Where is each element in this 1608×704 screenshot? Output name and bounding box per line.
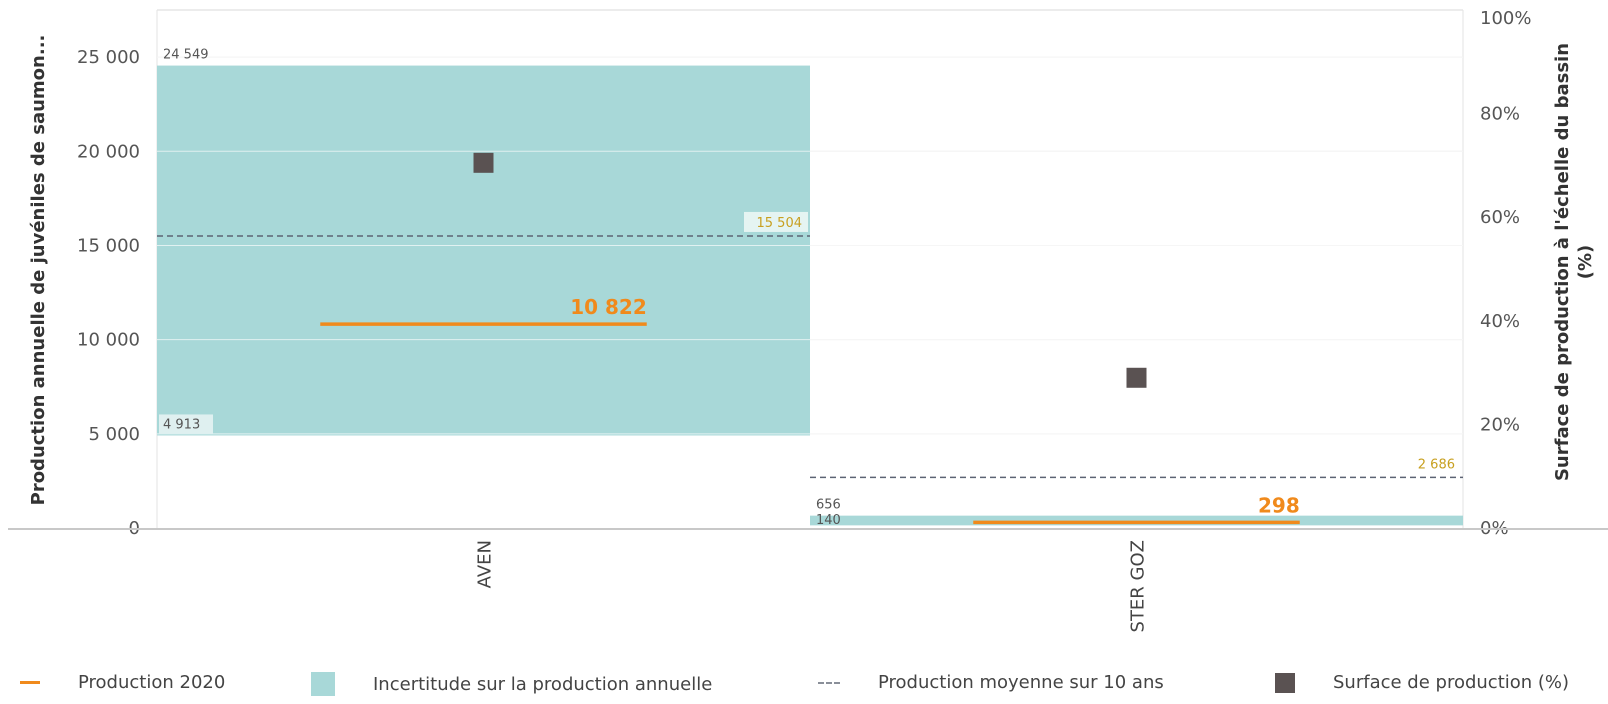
y-left-tick-label: 10 000 [77,330,140,351]
production-2020-label: 298 [1258,493,1300,517]
y-right-axis-title: Surface de production à l'échelle du bas… [1552,43,1573,481]
range-low-label-bg [159,414,213,434]
y-right-axis-title-unit: (%) [1575,245,1596,280]
y-right-tick-label: 40% [1480,311,1520,332]
y-right-tick-label: 100% [1480,8,1531,29]
y-left-tick-label: 25 000 [77,47,140,68]
average-label: 2 686 [1418,457,1455,472]
uncertainty-bar [810,515,1463,526]
legend-label-production-2020: Production 2020 [78,672,226,693]
legend-item-incertitude[interactable]: Incertitude sur la production annuelle [311,672,712,696]
surface-square [1126,367,1147,388]
y-left-tick-label: 15 000 [77,235,140,256]
legend-label-incertitude: Incertitude sur la production annuelle [373,673,713,695]
range-low-label: 140 [816,513,841,528]
legend-label-moyenne: Production moyenne sur 10 ans [878,672,1164,693]
legend-marker-production-2020 [20,681,40,684]
y-right-tick-label: 20% [1480,414,1520,435]
y-right-tick-label: 80% [1480,104,1520,125]
uncertainty-bar [157,65,810,436]
average-label-bg [744,211,808,232]
legend-item-moyenne[interactable]: Production moyenne sur 10 ans [818,672,1164,693]
legend-marker-moyenne [818,681,840,684]
y-left-tick-label: 20 000 [77,141,140,162]
legend-item-production-2020[interactable]: Production 2020 [20,672,225,693]
legend-label-surface: Surface de production (%) [1333,672,1570,693]
legend-marker-surface [1275,672,1295,693]
surface-square [473,152,494,173]
x-category-label: STER GOZ [1128,540,1149,632]
x-category-label: AVEN [475,540,496,588]
range-high-label: 24 549 [163,48,209,63]
y-right-tick-label: 60% [1480,207,1520,228]
range-low-label: 4 913 [163,417,200,432]
y-left-axis-title: Production annuelle de juvéniles de saum… [28,35,49,506]
chart-legend: Production 2020 Incertitude sur la produ… [0,664,1608,704]
y-left-tick-label: 5 000 [88,424,140,445]
production-2020-label: 10 822 [570,295,647,319]
legend-marker-incertitude [311,672,335,696]
average-label: 15 504 [757,216,803,231]
legend-item-surface[interactable]: Surface de production (%) [1275,672,1569,693]
range-high-label: 656 [816,498,841,513]
